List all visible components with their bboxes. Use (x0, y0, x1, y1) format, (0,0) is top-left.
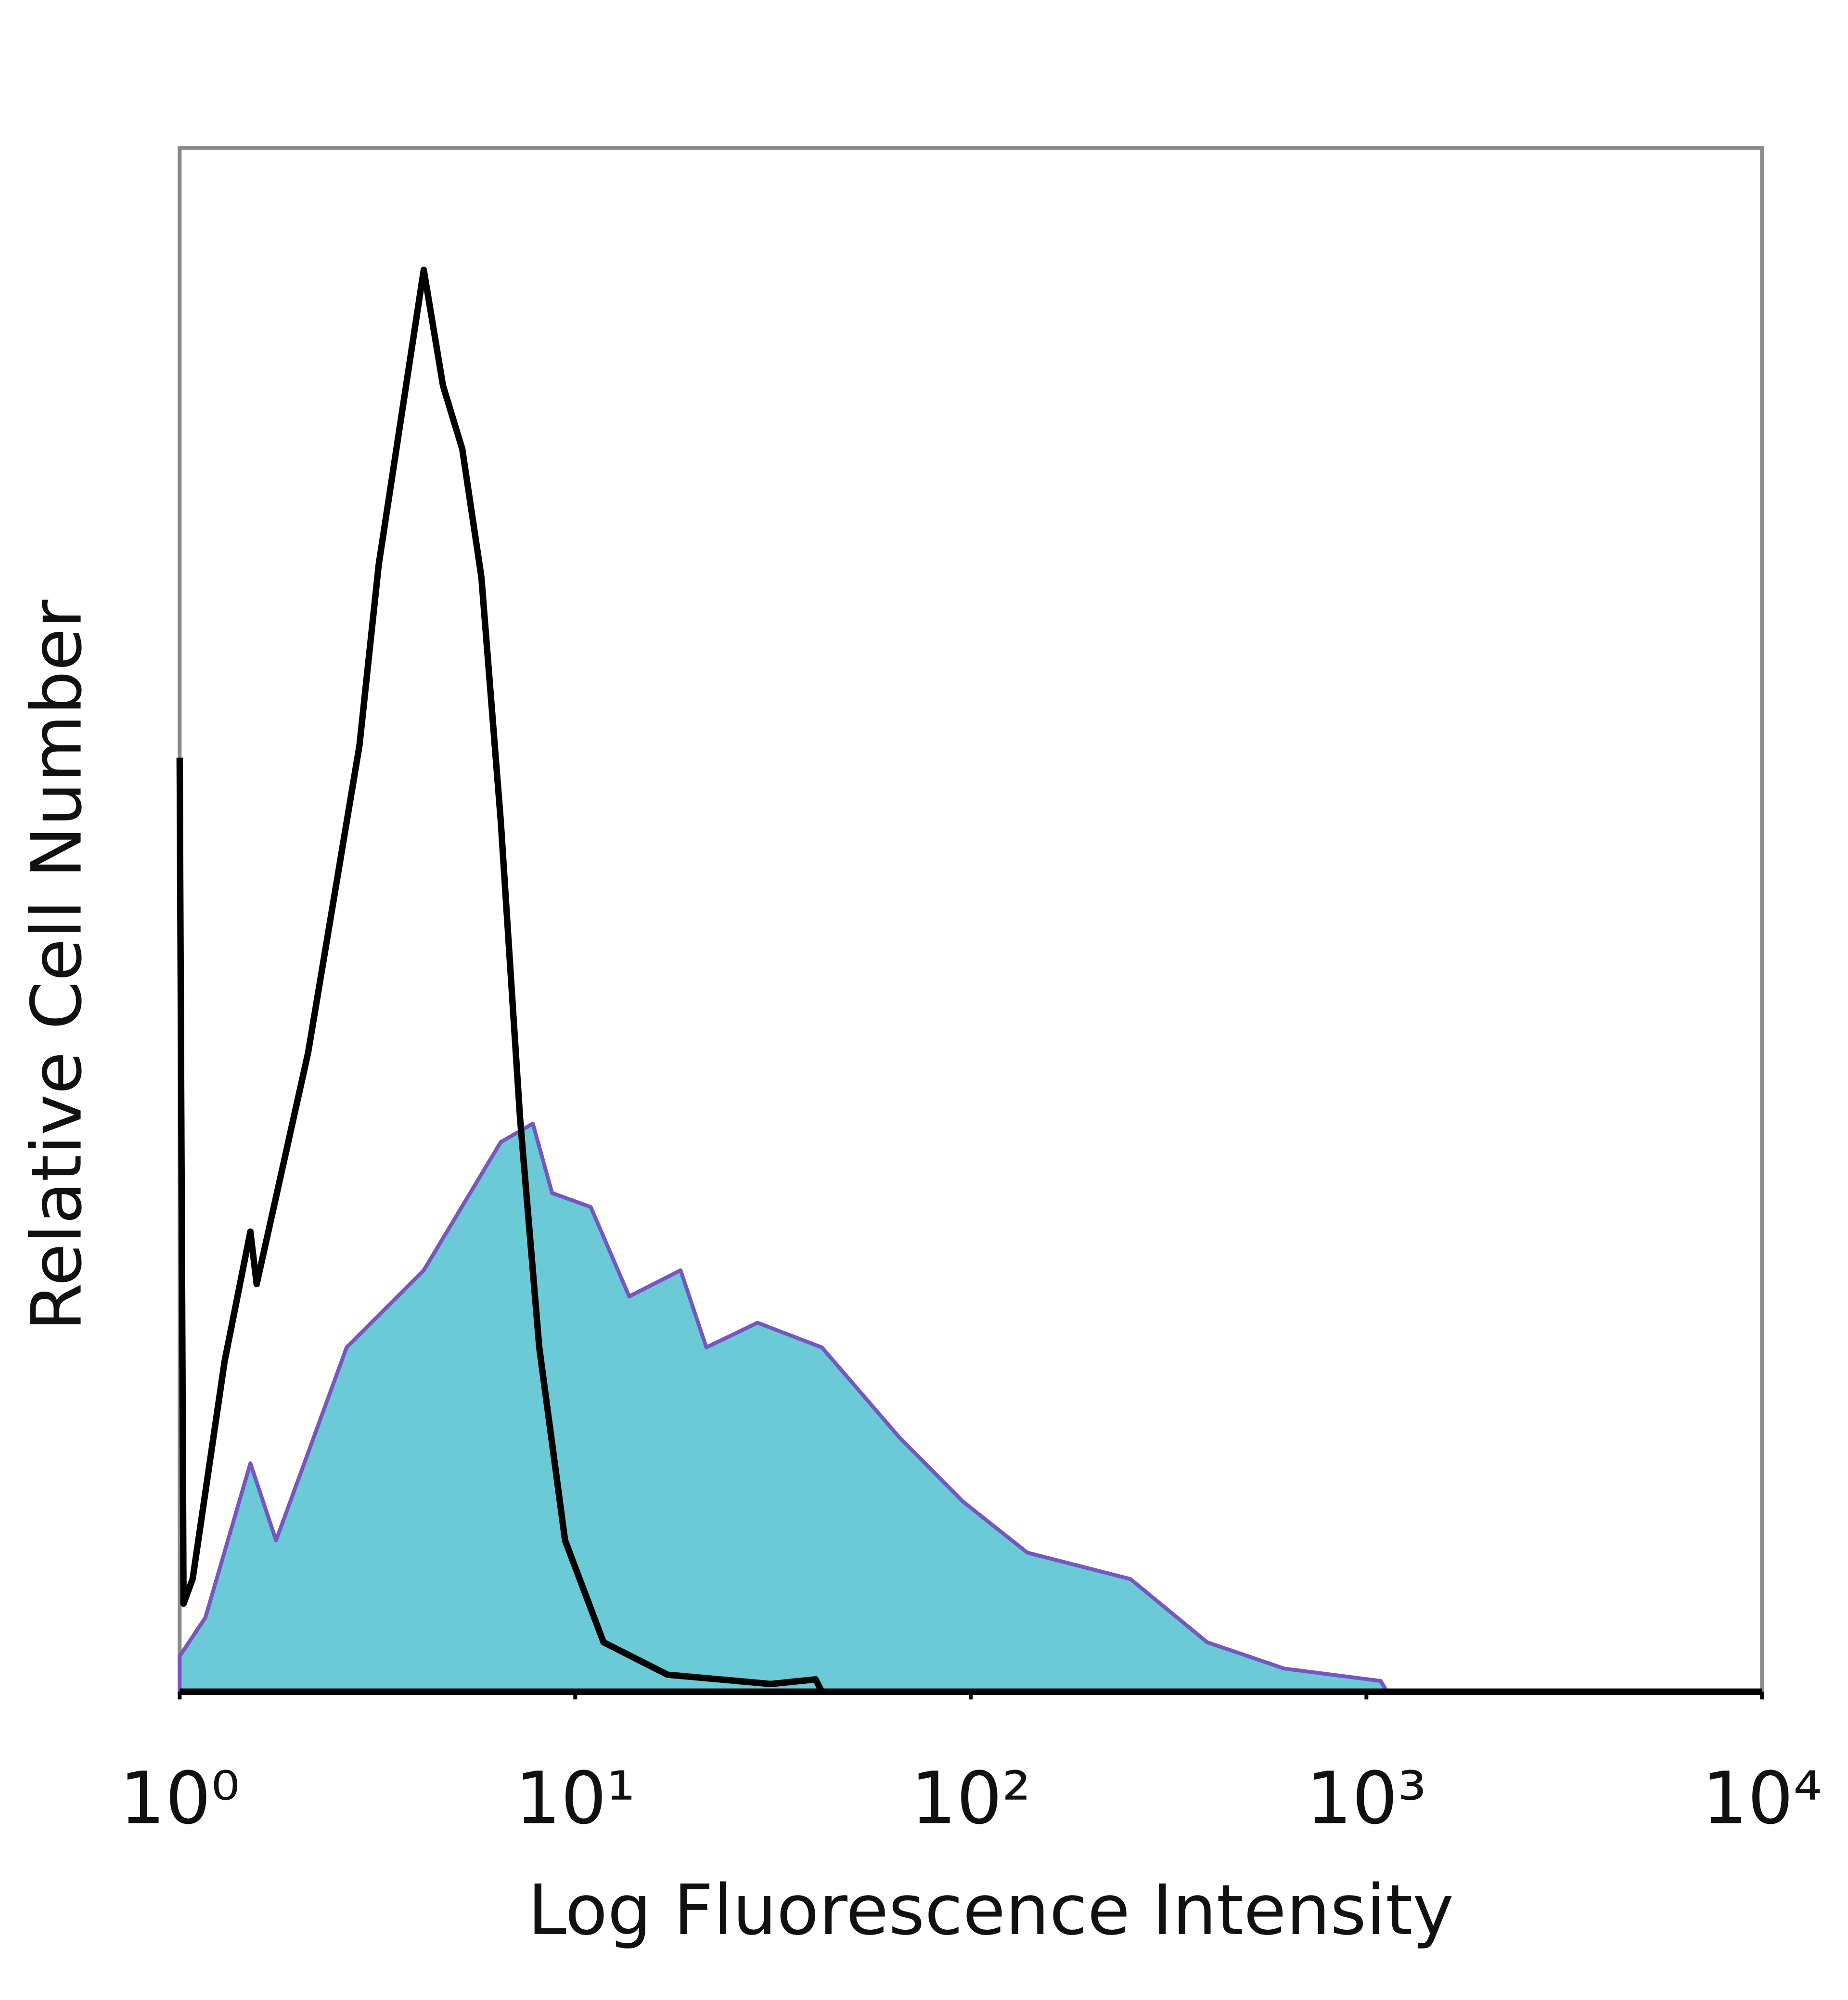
x-tick-label: 10² (911, 1756, 1031, 1840)
histogram-area (178, 1121, 1389, 1694)
histogram-line (176, 267, 825, 1693)
x-tick-label: 10³ (1306, 1756, 1426, 1840)
y-axis-label: Relative Cell Number (16, 599, 97, 1331)
x-tick-label: 10⁴ (1702, 1756, 1822, 1840)
x-tick-label: 10¹ (515, 1756, 635, 1840)
x-tick-label: 10⁰ (119, 1756, 240, 1840)
x-axis-label: Log Fluorescence Intensity (528, 1870, 1454, 1950)
